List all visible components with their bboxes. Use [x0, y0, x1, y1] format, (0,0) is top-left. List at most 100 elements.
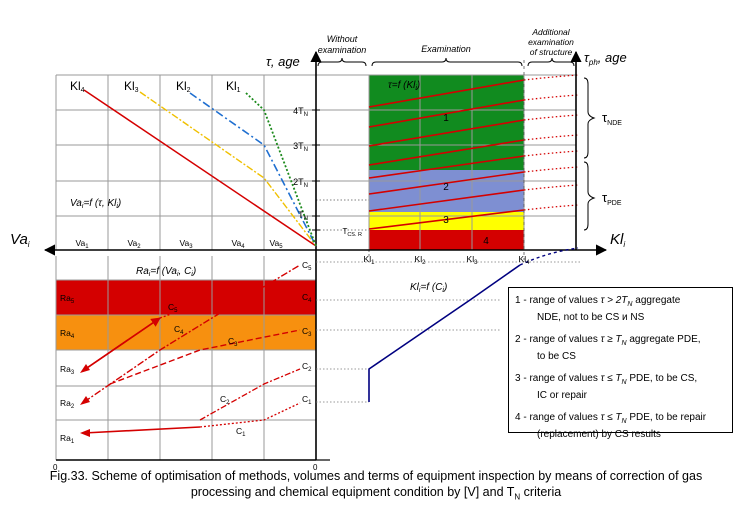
va5-label: Va5: [269, 238, 283, 250]
c-tick-labels: C5 C4 C3 C2 C1: [302, 260, 312, 406]
tau-tick-marks: [312, 109, 320, 231]
legend-item-4-line2: (replacement) by CS results: [537, 429, 661, 440]
ra4-band: [56, 315, 316, 350]
kl1-curve: [245, 92, 317, 247]
kl2-tick: Kl2: [415, 254, 427, 266]
zone-1-number: 1: [443, 113, 449, 124]
caption-line-2-end: criteria: [520, 485, 562, 499]
zone-2-number: 2: [443, 182, 449, 193]
ra-tick-labels: Ra5 Ra4 Ra3 Ra2 Ra1: [60, 293, 75, 445]
zone-4-number: 4: [483, 236, 489, 247]
top-left-grid: [55, 74, 316, 250]
tau-age-label: τ, age: [266, 54, 300, 69]
kl4-curve: [83, 89, 317, 247]
c2-line-label: C2: [220, 394, 230, 406]
tau-guides: [316, 199, 369, 231]
tau-pde-label: τPDE: [602, 190, 622, 207]
c1-tick: C1: [302, 394, 312, 406]
kl4-tick: Kl4: [519, 254, 531, 266]
legend-item-4-cond: τ ≤ T: [600, 412, 622, 423]
tau-tick-labels: 4TN 3TN 2TN TN TCS. R: [293, 106, 362, 238]
legend-item-1-line2: NDE, not to be CS и NS: [537, 312, 645, 323]
legend-item-3-tail: PDE, to be CS,: [626, 373, 698, 384]
top-braces: [317, 57, 575, 67]
tau-tick-tcsr: TCS. R: [342, 227, 362, 238]
c3-line: [109, 329, 301, 385]
va3-label: Va3: [179, 238, 193, 250]
tau-formula: τ=f (Kli): [388, 80, 420, 92]
legend-item-4-tail: PDE, to be repair: [626, 412, 707, 423]
c5-line-label: C5: [168, 302, 178, 314]
caption-line-2: processing and chemical equipment condit…: [20, 484, 732, 506]
kl1-tick: Kl1: [364, 254, 376, 266]
kl3-label: Kl3: [124, 79, 139, 94]
right-braces: [583, 77, 596, 231]
ra-formula: Rai=f (Vai, Ci): [136, 266, 196, 278]
legend-item-4-text: 4 - range of values: [515, 412, 601, 423]
zone-3-number: 3: [443, 215, 449, 226]
legend-item-2-text: 2 - range of values: [515, 334, 601, 345]
legend-item-1-sub: N: [627, 301, 633, 308]
legend-item-3: 3 - range of values τ ≤ TN PDE, to be CS…: [515, 372, 726, 402]
without-examination-label-1: Without: [327, 34, 358, 44]
kl-curve-labels: Kl4 Kl3 Kl2 Kl1: [70, 79, 241, 94]
kl-formula: Kli=f (Ci): [410, 282, 447, 294]
figure-caption: Fig.33. Scheme of optimisation of method…: [20, 468, 732, 506]
c4-line-label: C4: [174, 324, 184, 336]
va-tick-labels: Va1 Va2 Va3 Va4 Va5: [75, 238, 283, 250]
va1-label: Va1: [75, 238, 89, 250]
legend-item-3-sub: N: [621, 379, 627, 386]
va-formula: Vai=f (τ, Kli): [70, 198, 121, 210]
tau-ph-label: τph, age: [584, 50, 627, 67]
without-examination-label-2: examination: [318, 45, 367, 55]
va-axis-label: Vai: [10, 231, 30, 249]
tau-tick-3tn: 3TN: [293, 141, 308, 153]
legend-item-4: 4 - range of values τ ≤ TN PDE, to be re…: [515, 411, 726, 441]
zone-4-rect: [369, 230, 524, 250]
additional-label-2: examination: [528, 37, 574, 47]
c2-line: [199, 368, 301, 421]
c-arrowheads: [80, 364, 90, 437]
c4-line: [83, 264, 301, 403]
legend-item-3-text: 3 - range of values: [515, 373, 601, 384]
tau-tick-4tn: 4TN: [293, 106, 308, 118]
ra5-band: [56, 280, 316, 315]
c5-tick: C5: [302, 260, 312, 272]
kl-axis-label: Kli: [610, 231, 625, 249]
kl4-label: Kl4: [70, 79, 85, 94]
va4-label: Va4: [231, 238, 245, 250]
zero-right-label: 0: [313, 463, 318, 472]
c3-tick: C3: [302, 326, 312, 338]
kl1-label: Kl1: [226, 79, 241, 94]
kl2-curve: [189, 92, 317, 247]
additional-label-1: Additional: [531, 27, 570, 37]
legend-item-1: 1 - range of values τ > 2TN aggregate ND…: [515, 294, 726, 324]
bottom-left-grid: [55, 256, 316, 460]
c1-line-label: C1: [236, 426, 246, 438]
ra4-label: Ra4: [60, 328, 75, 340]
legend-item-2-cond: τ ≥ T: [600, 334, 622, 345]
kl3-curve: [139, 91, 317, 247]
caption-line-1: Fig.33. Scheme of optimisation of method…: [49, 469, 703, 483]
c-lines: [83, 264, 301, 434]
legend-item-2-line2: to be CS: [537, 351, 576, 362]
tau-lines-dotted: [523, 74, 579, 211]
c1-line: [83, 426, 201, 434]
legend-item-1-tail: aggregate: [632, 295, 681, 306]
tau-tick-tn: TN: [298, 210, 308, 222]
kl-c-curve: [368, 264, 521, 402]
kl-curves: [83, 89, 317, 247]
legend-item-3-line2: IC or repair: [537, 390, 588, 401]
c2-tick: C2: [302, 361, 312, 373]
ra1-label: Ra1: [60, 433, 75, 445]
c4-tick: C4: [302, 292, 312, 304]
legend-item-1-cond: τ > 2T: [600, 295, 628, 306]
c-guides: [316, 261, 580, 403]
ra3-label: Ra3: [60, 364, 75, 376]
tau-lines: [368, 79, 525, 230]
c-line-labels: C5 C4 C3 C2 C1: [168, 302, 246, 438]
kl-tick-labels: Kl1 Kl2 Kl3 Kl4: [364, 254, 531, 266]
zero-left-label: 0: [53, 463, 58, 472]
legend-item-2: 2 - range of values τ ≥ TN aggregate PDE…: [515, 333, 726, 363]
